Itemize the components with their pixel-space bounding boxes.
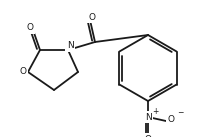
Text: O: O	[145, 135, 152, 137]
Text: N: N	[145, 112, 151, 122]
Text: N: N	[67, 42, 73, 51]
Text: O: O	[26, 24, 34, 32]
Text: +: +	[152, 106, 158, 115]
Text: O: O	[19, 68, 26, 76]
Text: −: −	[177, 109, 183, 118]
Text: O: O	[168, 115, 175, 123]
Text: O: O	[88, 12, 95, 22]
